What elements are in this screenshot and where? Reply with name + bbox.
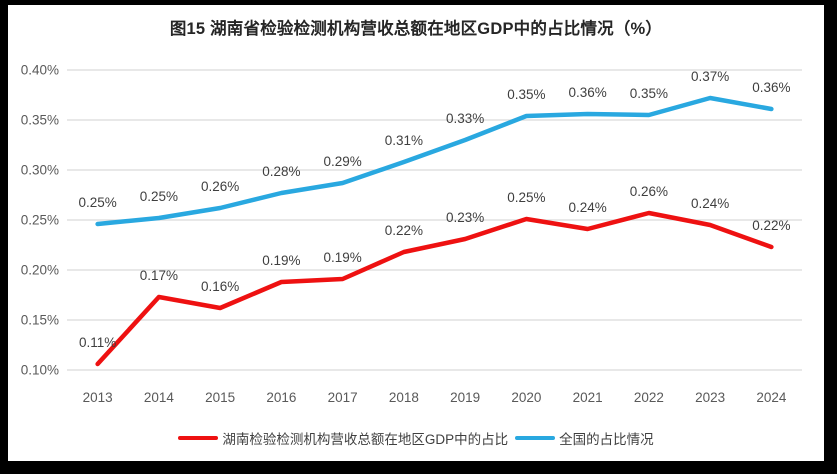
- data-label-series-1: 0.31%: [385, 133, 423, 148]
- data-label-series-0: 0.16%: [201, 279, 239, 294]
- x-axis-tick-label: 2017: [328, 390, 358, 405]
- data-label-series-0: 0.26%: [630, 184, 668, 199]
- legend-item-national: 全国的占比情况: [515, 428, 654, 448]
- series-line-1: [95, 95, 774, 227]
- data-label-series-1: 0.29%: [323, 154, 361, 169]
- data-label-series-1: 0.28%: [262, 164, 300, 179]
- data-label-series-0: 0.17%: [140, 268, 178, 283]
- data-label-series-0: 0.23%: [446, 210, 484, 225]
- data-label-series-0: 0.19%: [323, 250, 361, 265]
- y-axis-tick-label: 0.20%: [21, 263, 59, 278]
- data-label-series-1: 0.35%: [630, 86, 668, 101]
- y-axis-tick-label: 0.25%: [21, 213, 59, 228]
- data-label-series-0: 0.22%: [752, 218, 790, 233]
- data-label-series-0: 0.24%: [568, 200, 606, 215]
- legend-item-hunan: 湖南检验检测机构营收总额在地区GDP中的占比: [178, 428, 508, 448]
- y-axis-tick-label: 0.30%: [21, 163, 59, 178]
- data-label-series-1: 0.33%: [446, 111, 484, 126]
- data-label-series-0: 0.19%: [262, 253, 300, 268]
- chart-title: 图15 湖南省检验检测机构营收总额在地区GDP中的占比情况（%）: [169, 20, 663, 38]
- data-label-series-1: 0.37%: [691, 69, 729, 84]
- x-axis-tick-label: 2019: [450, 390, 480, 405]
- x-axis-tick-label: 2023: [695, 390, 725, 405]
- data-label-series-1: 0.25%: [78, 195, 116, 210]
- data-label-series-0: 0.22%: [385, 223, 423, 238]
- data-label-series-1: 0.26%: [201, 179, 239, 194]
- x-axis-tick-label: 2016: [266, 390, 296, 405]
- x-axis-tick-label: 2015: [205, 390, 235, 405]
- x-axis-tick-label: 2022: [634, 390, 664, 405]
- x-axis-tick-label: 2018: [389, 390, 419, 405]
- chart-canvas: 图15 湖南省检验检测机构营收总额在地区GDP中的占比情况（%） 0.40% 0.…: [8, 5, 824, 461]
- y-axis-tick-label: 0.35%: [21, 113, 59, 128]
- series-line-0: [95, 210, 774, 367]
- x-axis-tick-label: 2020: [511, 390, 541, 405]
- data-label-series-1: 0.25%: [140, 189, 178, 204]
- y-axis-tick-label: 0.40%: [21, 63, 59, 78]
- y-axis-tick-label: 0.15%: [21, 313, 59, 328]
- data-label-series-1: 0.36%: [752, 80, 790, 95]
- legend-label-national: 全国的占比情况: [559, 432, 654, 447]
- data-label-series-0: 0.24%: [691, 196, 729, 211]
- legend-swatch-hunan-line: [178, 435, 219, 441]
- x-axis-tick-label: 2014: [144, 390, 175, 405]
- x-axis-tick-label: 2024: [756, 390, 787, 405]
- data-label-series-1: 0.35%: [507, 87, 545, 102]
- data-label-series-0: 0.25%: [507, 190, 545, 205]
- data-label-series-0: 0.11%: [79, 335, 116, 350]
- y-axis-tick-label: 0.10%: [21, 363, 59, 378]
- legend-label-hunan: 湖南检验检测机构营收总额在地区GDP中的占比: [222, 432, 509, 447]
- x-axis-tick-label: 2021: [573, 390, 603, 405]
- chart-legend: 湖南检验检测机构营收总额在地区GDP中的占比 全国的占比情况: [8, 428, 824, 448]
- x-axis-tick-label: 2013: [83, 390, 113, 405]
- data-label-series-1: 0.36%: [568, 85, 606, 100]
- line-chart-plot: 0.40% 0.35% 0.30% 0.25% 0.20% 0.15% 0.10% 2013 2…: [21, 63, 802, 405]
- legend-swatch-national-line: [515, 435, 556, 441]
